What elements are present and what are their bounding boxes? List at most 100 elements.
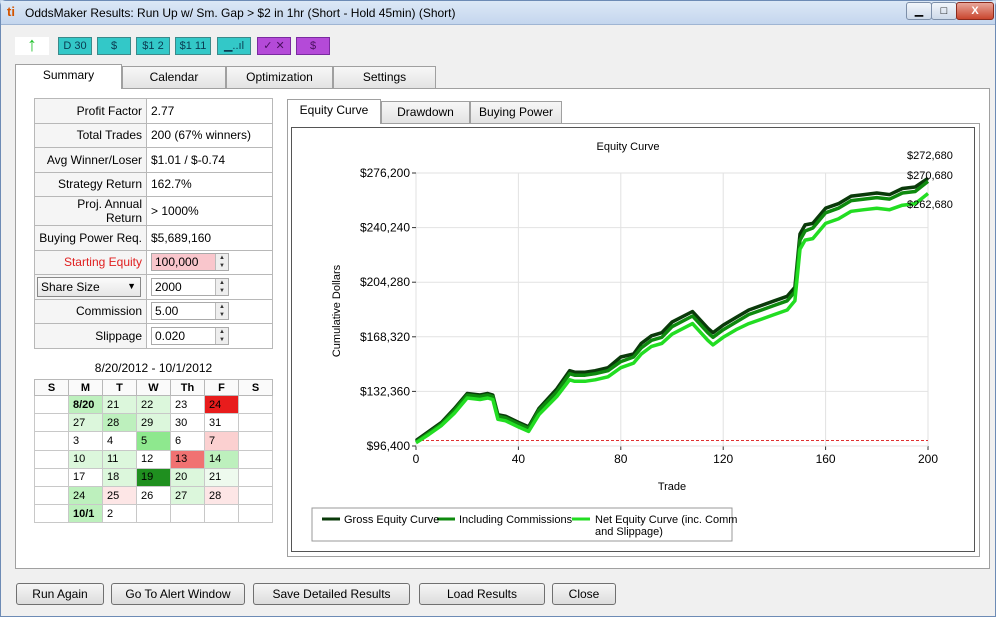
equity-chart-container: 0 40 80 120 160 200 $96,400 $132,360 $168,320 $20… — [291, 127, 975, 552]
calendar-day-cell[interactable]: 13 — [170, 449, 205, 469]
calendar-day-cell[interactable]: 20 — [170, 467, 205, 487]
share-size-input[interactable]: 2000 ▲ ▼ — [151, 277, 229, 296]
app-icon: ti — [7, 4, 15, 19]
spinner-arrows-icon[interactable]: ▲ ▼ — [215, 278, 228, 295]
calendar-day-cell[interactable]: 19 — [136, 467, 171, 487]
calendar-day-cell[interactable]: 29 — [136, 413, 171, 433]
spinner-arrows-icon[interactable]: ▲ ▼ — [215, 303, 228, 320]
title-bar[interactable]: ti OddsMaker Results: Run Up w/ Sm. Gap … — [1, 1, 995, 25]
legend-label-net: Net Equity Curve (inc. Comm and Slippage) — [595, 514, 737, 538]
calendar-day-cell[interactable]: 14 — [204, 449, 239, 469]
calendar-day-header: M — [68, 379, 103, 396]
stat-value: $1.01 / $-0.74 — [146, 147, 273, 173]
calendar-day-cell[interactable]: 3 — [68, 431, 103, 451]
stat-label: Proj. Annual Return — [34, 196, 147, 226]
toolbar-button-dollar-1-2[interactable]: $1 2 — [136, 37, 170, 55]
calendar-day-cell[interactable]: 27 — [170, 485, 205, 506]
calendar-day-cell[interactable]: 8/20 — [68, 394, 103, 415]
tab-drawdown[interactable]: Drawdown — [381, 101, 470, 124]
up-arrow-icon[interactable]: ↑ — [15, 35, 49, 55]
calendar-week-row: 27 28 29 30 31 — [34, 413, 273, 433]
save-detailed-results-button[interactable]: Save Detailed Results — [253, 583, 410, 605]
calendar-day-cell[interactable]: 12 — [136, 449, 171, 469]
calendar-day-cell[interactable]: 10/1 — [68, 504, 103, 524]
tab-equity-curve[interactable]: Equity Curve — [287, 99, 381, 124]
y-tick-label: $204,280 — [360, 275, 410, 289]
slippage-input[interactable]: 0.020 ▲ ▼ — [151, 326, 229, 345]
tab-settings[interactable]: Settings — [333, 66, 436, 89]
maximize-button[interactable]: □ — [931, 2, 957, 20]
calendar-day-cell[interactable]: 7 — [204, 431, 239, 451]
calendar-day-cell[interactable]: 2 — [102, 504, 137, 524]
calendar-day-cell[interactable]: 25 — [102, 485, 137, 506]
calendar-day-cell[interactable]: 28 — [204, 485, 239, 506]
calendar-day-cell[interactable]: 5 — [136, 431, 171, 451]
end-value-label: $270,680 — [907, 170, 953, 182]
equity-curve-chart: 0 40 80 120 160 200 $96,400 $132,360 $168,320 $20… — [311, 141, 953, 542]
calendar-day-cell[interactable]: 24 — [68, 485, 103, 506]
calendar-day-header: S — [34, 379, 69, 396]
tab-buying-power[interactable]: Buying Power — [470, 101, 562, 124]
calendar-day-cell[interactable]: 28 — [102, 413, 137, 433]
table-row: Proj. Annual Return > 1000% — [34, 196, 273, 226]
calendar-day-cell[interactable]: 21 — [204, 467, 239, 487]
toolbar-button-d30[interactable]: D 30 — [58, 37, 92, 55]
toolbar-button-check-cross[interactable]: ✓ ✕ — [257, 37, 291, 55]
calendar-day-cell[interactable]: 4 — [102, 431, 137, 451]
share-size-dropdown[interactable]: Share Size ▼ — [37, 276, 141, 297]
stat-label: Strategy Return — [34, 171, 147, 197]
toolbar-button-dollar-1-11[interactable]: $1 11 — [175, 37, 211, 55]
tab-calendar[interactable]: Calendar — [122, 66, 226, 89]
calendar-day-cell[interactable]: 17 — [68, 467, 103, 487]
starting-equity-input[interactable]: 100,000 ▲ ▼ — [151, 253, 229, 272]
share-size-label: Share Size — [41, 279, 100, 294]
commission-value: 5.00 — [155, 304, 179, 319]
calendar-day-cell — [34, 467, 69, 487]
calendar-day-cell[interactable]: 26 — [136, 485, 171, 506]
calendar-day-cell[interactable]: 6 — [170, 431, 205, 451]
y-tick-label: $96,400 — [367, 439, 411, 453]
calendar-day-cell — [238, 431, 273, 451]
calendar-day-cell[interactable]: 23 — [170, 394, 205, 415]
calendar-day-cell[interactable]: 11 — [102, 449, 137, 469]
stat-label: Avg Winner/Loser — [34, 147, 147, 173]
window-title: OddsMaker Results: Run Up w/ Sm. Gap > $… — [25, 6, 456, 20]
toolbar-button-dollar[interactable]: $ — [97, 37, 131, 55]
go-to-alert-window-button[interactable]: Go To Alert Window — [111, 583, 245, 605]
calendar-day-cell[interactable]: 24 — [204, 394, 239, 415]
toolbar-button-histogram[interactable]: ▁..ıl — [217, 37, 251, 55]
close-button[interactable]: Close — [552, 583, 616, 605]
calendar-day-cell[interactable]: 10 — [68, 449, 103, 469]
x-tick-label: 0 — [413, 452, 420, 466]
spinner-arrows-icon[interactable]: ▲ ▼ — [215, 327, 228, 344]
table-row: Buying Power Req. $5,689,160 — [34, 225, 273, 251]
calendar-day-cell[interactable]: 27 — [68, 413, 103, 433]
commission-input[interactable]: 5.00 ▲ ▼ — [151, 302, 229, 321]
run-again-button[interactable]: Run Again — [16, 583, 104, 605]
calendar-day-cell[interactable]: 31 — [204, 413, 239, 433]
spinner-arrows-icon[interactable]: ▲ ▼ — [215, 254, 228, 271]
calendar-day-cell[interactable]: 21 — [102, 394, 137, 415]
close-window-button[interactable]: X — [956, 2, 994, 20]
y-tick-label: $240,240 — [360, 221, 410, 235]
stat-value: 200 (67% winners) — [146, 122, 273, 148]
tab-summary[interactable]: Summary — [15, 64, 122, 89]
table-row: Starting Equity 100,000 ▲ ▼ — [34, 249, 273, 275]
calendar-week-row: 17 18 19 20 21 — [34, 467, 273, 487]
minimize-button[interactable]: ▁ — [906, 2, 932, 20]
slippage-label: Slippage — [34, 323, 147, 349]
calendar-day-cell[interactable]: 18 — [102, 467, 137, 487]
chart-legend — [311, 507, 733, 542]
toolbar-button-purple-dollar[interactable]: $ — [296, 37, 330, 55]
calendar-day-cell[interactable]: 30 — [170, 413, 205, 433]
calendar-day-cell — [238, 467, 273, 487]
y-tick-label: $276,200 — [360, 166, 410, 180]
load-results-button[interactable]: Load Results — [419, 583, 545, 605]
calendar-day-cell — [238, 504, 273, 524]
calendar-day-cell[interactable]: 22 — [136, 394, 171, 415]
results-calendar: S M T W Th F S 8/20 21 22 23 24 27 28 29 30 31 3 4 5 6 7 10 11… — [34, 379, 273, 524]
slippage-value: 0.020 — [155, 328, 186, 343]
tab-optimization[interactable]: Optimization — [226, 66, 333, 89]
y-tick-label: $168,320 — [360, 330, 410, 344]
